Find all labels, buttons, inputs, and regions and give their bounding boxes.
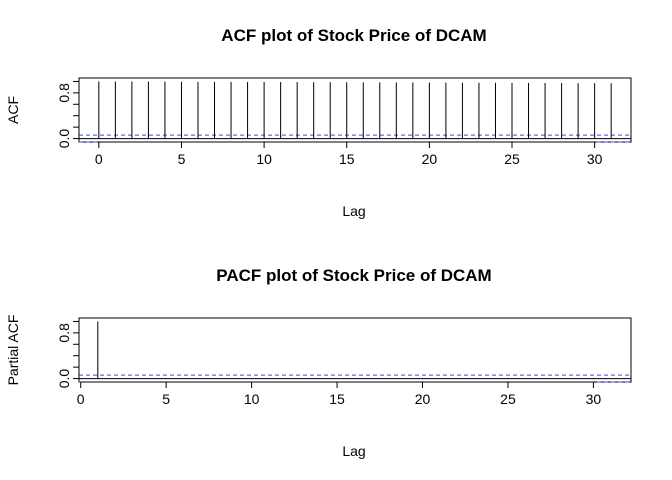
- pacf-y-axis: 0.0 0.8: [56, 320, 80, 389]
- pacf-x-tick-label-30: 30: [586, 391, 602, 407]
- acf-panel: ACF plot of Stock Price of DCAM 0 5 10 15 20…: [5, 26, 632, 219]
- acf-x-axis: 0 5 10 15 20 25 30: [95, 141, 603, 167]
- pacf-x-axis-label: Lag: [342, 443, 365, 459]
- pacf-y-tick-label-0: 0.0: [56, 369, 72, 389]
- acf-y-axis-label: ACF: [5, 96, 21, 124]
- acf-x-tick-label-5: 5: [178, 151, 186, 167]
- acf-x-tick-label-25: 25: [504, 151, 520, 167]
- pacf-x-tick-label-25: 25: [500, 391, 516, 407]
- pacf-panel: PACF plot of Stock Price of DCAM 0 5 10 15 2…: [5, 266, 632, 459]
- pacf-x-axis: 0 5 10 15 20 25 30: [77, 381, 602, 407]
- acf-x-tick-label-20: 20: [422, 151, 438, 167]
- acf-x-tick-label-15: 15: [339, 151, 355, 167]
- pacf-bars: [97, 321, 611, 380]
- pacf-x-tick-label-15: 15: [329, 391, 345, 407]
- pacf-plot-frame: [78, 317, 632, 383]
- acf-plot-frame: [78, 77, 632, 143]
- acf-title: ACF plot of Stock Price of DCAM: [221, 26, 486, 45]
- pacf-x-tick-label-10: 10: [244, 391, 260, 407]
- acf-y-tick-label-4: 0.8: [56, 83, 72, 103]
- acf-x-tick-label-30: 30: [587, 151, 603, 167]
- pacf-x-tick-label-0: 0: [77, 391, 85, 407]
- pacf-x-tick-label-20: 20: [415, 391, 431, 407]
- pacf-y-tick-label-4: 0.8: [56, 323, 72, 343]
- pacf-x-tick-label-5: 5: [162, 391, 170, 407]
- pacf-title: PACF plot of Stock Price of DCAM: [216, 266, 491, 285]
- acf-x-axis-label: Lag: [342, 203, 365, 219]
- acf-x-tick-label-0: 0: [95, 151, 103, 167]
- acf-y-tick-label-0: 0.0: [56, 129, 72, 149]
- pacf-y-axis-label: Partial ACF: [5, 315, 21, 386]
- acf-x-tick-label-10: 10: [256, 151, 272, 167]
- acf-bars: [98, 81, 612, 139]
- acf-y-axis: 0.0 0.8: [56, 80, 80, 149]
